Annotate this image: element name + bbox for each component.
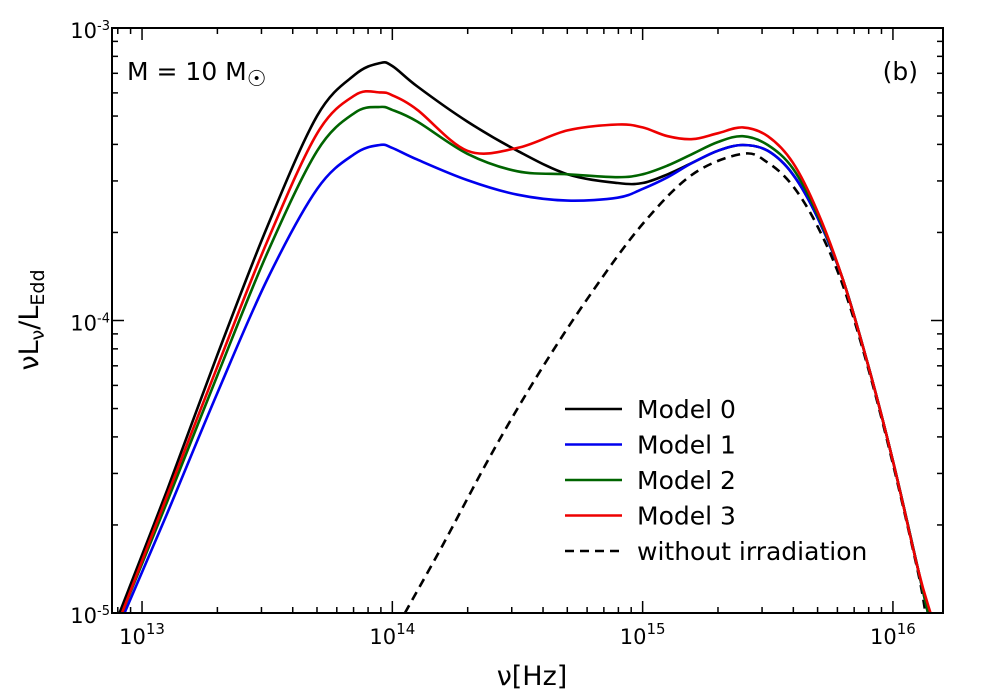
x-axis-title: ν[Hz] bbox=[497, 661, 568, 692]
y-tick-label: 10-3 bbox=[70, 19, 110, 43]
tick-labels: 1013 1014 1015 1016 10-5 10-4 10-3 bbox=[70, 19, 916, 649]
series-line-without-irradiation bbox=[403, 152, 927, 613]
legend-label: Model 2 bbox=[637, 466, 736, 495]
series-layer bbox=[118, 61, 932, 613]
panel-label: (b) bbox=[883, 57, 918, 86]
y-tick-label: 10-5 bbox=[70, 604, 110, 628]
series-line-model-3 bbox=[120, 89, 932, 613]
legend: Model 0 Model 1 Model 2 Model 3 without irra… bbox=[565, 395, 867, 566]
x-tick-label: 1013 bbox=[119, 620, 165, 649]
y-tick-label: 10-4 bbox=[70, 312, 110, 336]
plot-frame bbox=[111, 27, 944, 614]
legend-label: Model 3 bbox=[637, 502, 736, 531]
legend-label: Model 1 bbox=[637, 431, 736, 460]
x-tick-label: 1016 bbox=[870, 620, 916, 649]
y-axis-title: νLν/LEdd bbox=[14, 269, 49, 370]
mass-annotation: M = 10 M☉ bbox=[127, 57, 266, 92]
legend-label: Model 0 bbox=[637, 395, 736, 424]
x-tick-label: 1015 bbox=[620, 620, 666, 649]
x-tick-label: 1014 bbox=[369, 620, 415, 649]
legend-label: without irradiation bbox=[637, 537, 867, 566]
